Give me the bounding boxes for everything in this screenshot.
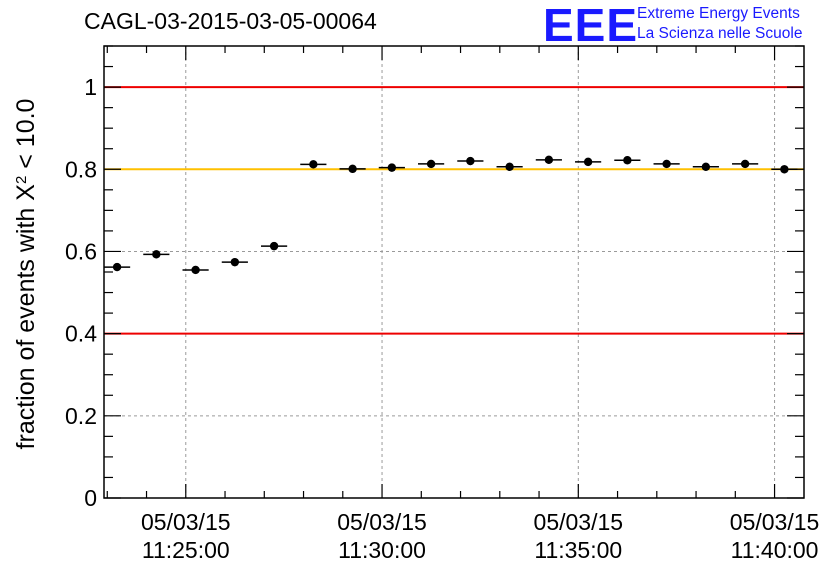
y-axis-label: fraction of events with X2 < 10.0 <box>12 99 40 450</box>
eee-logo: EEE <box>543 0 639 51</box>
reference-lines <box>104 86 804 335</box>
data-points <box>104 155 798 275</box>
y-label-superscript: 2 <box>13 176 30 184</box>
point-marker <box>230 257 240 267</box>
y-tick-label: 0.6 <box>65 238 97 264</box>
data-point <box>457 156 484 166</box>
point-marker <box>309 160 318 169</box>
x-tick-label-time: 11:40:00 <box>731 537 819 563</box>
point-marker <box>662 159 671 169</box>
data-point <box>300 160 327 169</box>
data-point <box>221 257 248 267</box>
tick-labels: 00.20.40.60.8105/03/1511:25:0005/03/1511… <box>65 74 819 563</box>
y-tick-label: 0 <box>84 485 97 511</box>
y-tick-label: 0.4 <box>65 321 97 347</box>
grid-layer <box>104 46 804 498</box>
point-marker <box>701 162 711 172</box>
y-tick-label: 0.8 <box>65 156 97 182</box>
y-label-threshold: < 10.0 <box>12 99 40 176</box>
data-point <box>378 163 405 172</box>
org-line-2: La Scienza nelle Scuole <box>637 25 803 42</box>
data-point <box>143 250 170 259</box>
point-marker <box>112 262 122 272</box>
point-marker <box>348 164 357 174</box>
data-point <box>496 162 523 172</box>
y-tick-label: 1 <box>84 74 97 100</box>
data-point <box>182 265 209 275</box>
data-point <box>261 241 288 251</box>
point-marker <box>387 163 397 172</box>
data-point <box>535 155 562 165</box>
data-point <box>104 262 131 272</box>
x-tick-label-time: 11:25:00 <box>142 537 230 563</box>
point-marker <box>191 265 200 275</box>
plot-frame <box>103 45 805 499</box>
point-marker <box>544 155 554 165</box>
y-label-text: fraction of events with X <box>12 184 40 450</box>
point-marker <box>780 165 789 174</box>
data-point <box>418 159 445 169</box>
chart-title: CAGL-03-2015-03-05-00064 <box>84 8 377 34</box>
org-line-1: Extreme Energy Events <box>637 5 800 22</box>
data-point <box>732 159 759 169</box>
data-point <box>771 165 798 174</box>
point-marker <box>466 156 475 166</box>
point-marker <box>623 156 632 165</box>
x-tick-label-date: 05/03/15 <box>534 509 624 535</box>
data-point <box>614 156 641 165</box>
x-tick-label-date: 05/03/15 <box>730 509 820 535</box>
data-point <box>575 157 602 167</box>
axes <box>103 45 805 499</box>
point-marker <box>152 250 161 259</box>
org-name: Extreme Energy Events La Scienza nelle S… <box>637 4 802 44</box>
data-point <box>692 162 719 172</box>
data-point <box>653 159 680 169</box>
point-marker <box>269 241 279 251</box>
x-tick-label-date: 05/03/15 <box>141 509 231 535</box>
data-point <box>339 164 366 174</box>
point-marker <box>505 162 514 172</box>
point-marker <box>583 157 593 167</box>
y-tick-label: 0.2 <box>65 403 97 429</box>
point-marker <box>426 159 436 169</box>
point-marker <box>740 159 750 169</box>
x-tick-label-time: 11:30:00 <box>338 537 426 563</box>
x-tick-label-date: 05/03/15 <box>337 509 427 535</box>
x-tick-label-time: 11:35:00 <box>534 537 622 563</box>
